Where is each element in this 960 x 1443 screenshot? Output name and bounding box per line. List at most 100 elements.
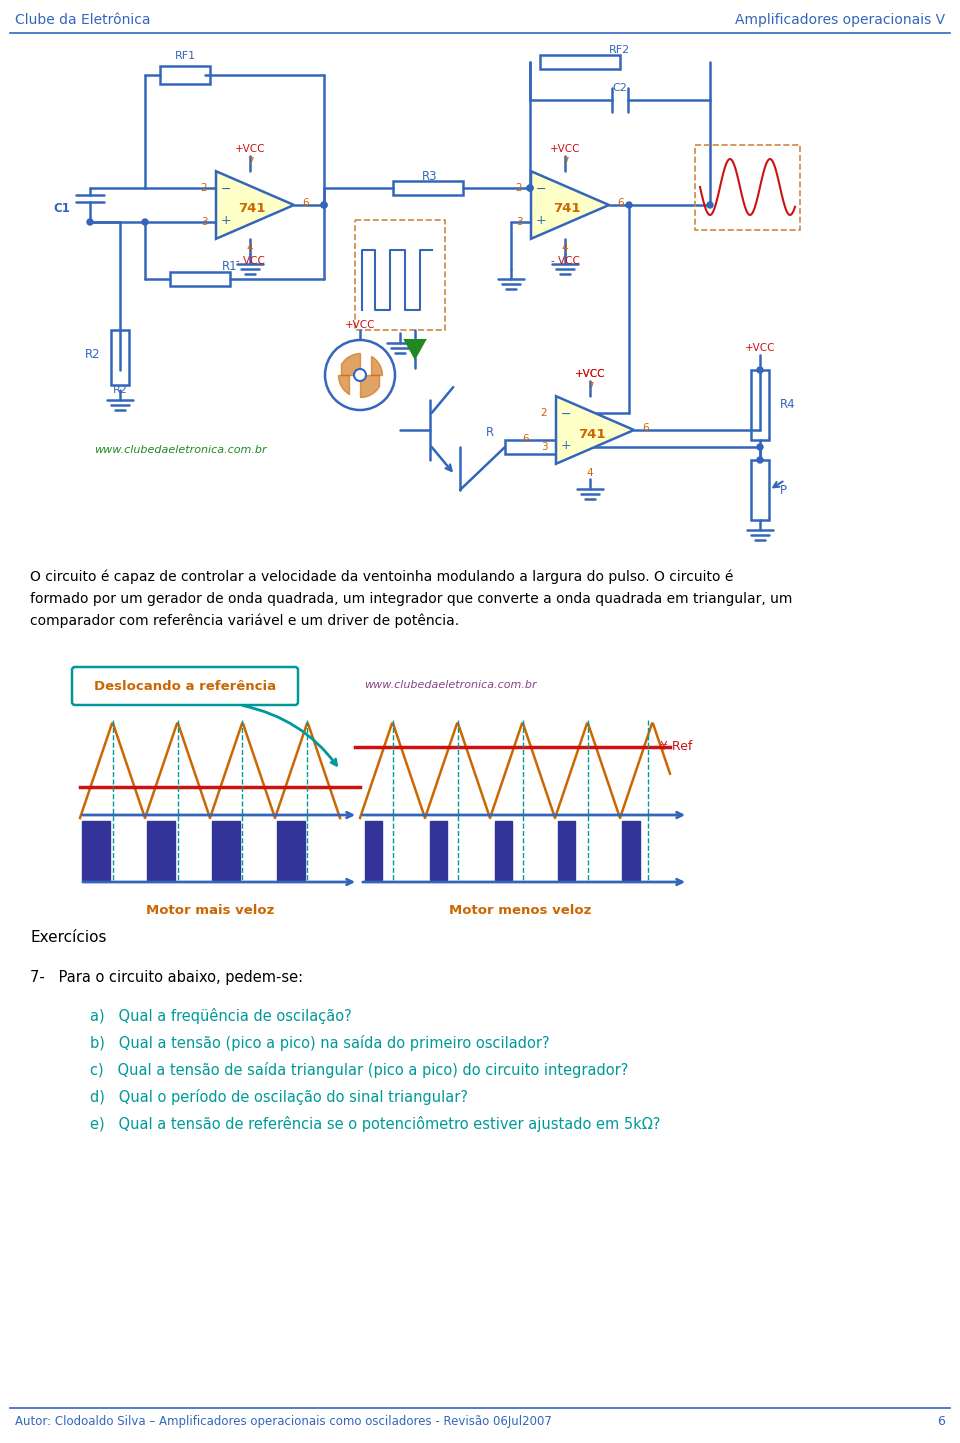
- Text: O circuito é capaz de controlar a velocidade da ventoinha modulando a largura do: O circuito é capaz de controlar a veloci…: [30, 570, 733, 584]
- Text: R4: R4: [780, 398, 796, 411]
- Bar: [751, 460, 769, 519]
- Text: +: +: [561, 439, 571, 452]
- Circle shape: [87, 219, 93, 225]
- Polygon shape: [216, 172, 294, 238]
- Circle shape: [757, 367, 763, 372]
- Text: - VCC: - VCC: [551, 255, 580, 266]
- Bar: [170, 271, 230, 286]
- Text: 7: 7: [587, 382, 593, 392]
- Bar: [160, 66, 210, 84]
- Text: 3: 3: [201, 216, 207, 227]
- Bar: [365, 821, 382, 880]
- FancyBboxPatch shape: [72, 667, 298, 706]
- Text: 4: 4: [247, 242, 253, 253]
- Text: Exercícios: Exercícios: [30, 929, 107, 945]
- Text: R3: R3: [422, 169, 438, 182]
- Circle shape: [527, 185, 533, 190]
- Text: - VCC: - VCC: [235, 255, 264, 266]
- Text: P: P: [780, 483, 787, 496]
- Bar: [495, 821, 512, 880]
- Text: b)   Qual a tensão (pico a pico) na saída do primeiro oscilador?: b) Qual a tensão (pico a pico) na saída …: [90, 1035, 550, 1051]
- Text: 7-   Para o circuito abaixo, pedem-se:: 7- Para o circuito abaixo, pedem-se:: [30, 970, 303, 986]
- Text: Clube da Eletrônica: Clube da Eletrônica: [15, 13, 151, 27]
- Bar: [430, 821, 447, 880]
- Bar: [622, 821, 640, 880]
- Text: 4: 4: [562, 242, 568, 253]
- Text: RF2: RF2: [610, 45, 631, 55]
- Text: C1: C1: [53, 202, 70, 215]
- Text: a)   Qual a freqüência de oscilação?: a) Qual a freqüência de oscilação?: [90, 1009, 351, 1025]
- Text: www.clubedaeletronica.com.br: www.clubedaeletronica.com.br: [364, 680, 537, 690]
- Text: 3: 3: [540, 442, 547, 452]
- Text: www.clubedaeletronica.com.br: www.clubedaeletronica.com.br: [94, 444, 266, 455]
- Text: +VCC: +VCC: [745, 343, 776, 354]
- Text: 6: 6: [617, 198, 624, 208]
- Text: Autor: Clodoaldo Silva – Amplificadores operacionais como osciladores - Revisão : Autor: Clodoaldo Silva – Amplificadores …: [15, 1416, 552, 1429]
- Text: 7: 7: [247, 157, 253, 167]
- Text: Motor menos veloz: Motor menos veloz: [449, 903, 591, 916]
- Text: 6: 6: [937, 1416, 945, 1429]
- Text: Motor mais veloz: Motor mais veloz: [146, 903, 275, 916]
- Text: R: R: [486, 427, 494, 440]
- Text: +: +: [536, 214, 546, 227]
- Text: 2: 2: [516, 183, 522, 193]
- Circle shape: [321, 202, 327, 208]
- Text: 3: 3: [516, 216, 522, 227]
- Circle shape: [757, 444, 763, 450]
- Text: 2: 2: [201, 183, 207, 193]
- Text: +VCC: +VCC: [550, 144, 580, 154]
- Text: 741: 741: [238, 202, 266, 215]
- Bar: [82, 821, 110, 880]
- Text: R2: R2: [84, 349, 100, 362]
- Text: formado por um gerador de onda quadrada, um integrador que converte a onda quadr: formado por um gerador de onda quadrada,…: [30, 592, 792, 606]
- Bar: [212, 821, 240, 880]
- Circle shape: [142, 219, 148, 225]
- Bar: [751, 369, 769, 440]
- Bar: [277, 821, 305, 880]
- Text: −: −: [561, 408, 571, 421]
- Text: 741: 741: [578, 427, 606, 440]
- Text: R2: R2: [112, 385, 128, 395]
- Polygon shape: [531, 172, 609, 238]
- Circle shape: [757, 457, 763, 463]
- Text: R1: R1: [222, 260, 238, 273]
- Text: +: +: [221, 214, 231, 227]
- Circle shape: [325, 341, 395, 410]
- Text: +VCC: +VCC: [235, 144, 265, 154]
- Text: −: −: [221, 183, 231, 196]
- Text: Deslocando a referência: Deslocando a referência: [94, 680, 276, 693]
- Text: 7: 7: [562, 157, 568, 167]
- Bar: [393, 180, 463, 195]
- Text: 2: 2: [540, 408, 547, 418]
- Circle shape: [354, 369, 366, 381]
- Bar: [558, 821, 575, 880]
- Bar: [355, 219, 445, 330]
- Text: d)   Qual o período de oscilação do sinal triangular?: d) Qual o período de oscilação do sinal …: [90, 1089, 468, 1105]
- Text: +VCC: +VCC: [345, 320, 375, 330]
- Text: comparador com referência variável e um driver de potência.: comparador com referência variável e um …: [30, 615, 459, 629]
- Bar: [147, 821, 175, 880]
- Text: 4: 4: [587, 468, 593, 478]
- Circle shape: [321, 202, 327, 208]
- Text: 6: 6: [642, 423, 649, 433]
- Text: +VCC: +VCC: [575, 369, 605, 380]
- Polygon shape: [405, 341, 425, 358]
- Circle shape: [626, 202, 632, 208]
- Text: −: −: [536, 183, 546, 196]
- Text: e)   Qual a tensão de referência se o potenciômetro estiver ajustado em 5kΩ?: e) Qual a tensão de referência se o pote…: [90, 1115, 660, 1131]
- Bar: [505, 440, 560, 455]
- Text: 741: 741: [553, 202, 581, 215]
- Text: 6: 6: [522, 434, 529, 444]
- Text: ¥ Ref: ¥ Ref: [660, 740, 692, 753]
- Text: +VCC: +VCC: [575, 369, 605, 380]
- Bar: [540, 55, 620, 69]
- Text: Amplificadores operacionais V: Amplificadores operacionais V: [734, 13, 945, 27]
- Circle shape: [527, 185, 533, 190]
- Text: RF1: RF1: [175, 51, 196, 61]
- Circle shape: [707, 202, 713, 208]
- Bar: [695, 144, 800, 229]
- Text: C2: C2: [612, 84, 628, 92]
- Bar: [111, 330, 129, 385]
- Text: c)   Qual a tensão de saída triangular (pico a pico) do circuito integrador?: c) Qual a tensão de saída triangular (pi…: [90, 1062, 629, 1078]
- Text: 6: 6: [302, 198, 309, 208]
